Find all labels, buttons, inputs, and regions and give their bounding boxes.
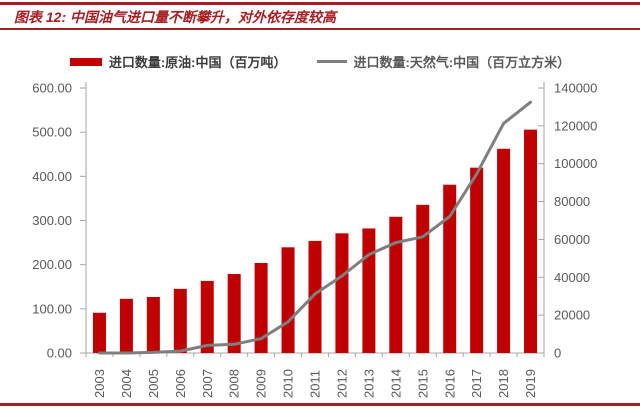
right-axis-tick-label: 120000 — [554, 118, 597, 133]
x-axis-label-2015: 2015 — [415, 369, 430, 398]
x-axis-label-2010: 2010 — [281, 369, 296, 398]
oil-gas-import-combo-chart: 0.00 100.00 200.00 300.00 400.00 500.00 600.00… — [32, 81, 597, 399]
x-axis-label-2008: 2008 — [227, 369, 242, 398]
left-axis-tick-label: 500.00 — [32, 125, 72, 140]
legend-item-natural-gas: 进口数量:天然气:中国（百万立方米） — [316, 52, 571, 71]
crude-oil-bar-swatch-icon — [69, 57, 102, 66]
crude-oil-bar-2005 — [146, 296, 160, 353]
x-axis-label-2003: 2003 — [92, 369, 107, 398]
x-axis-label-2011: 2011 — [308, 370, 323, 398]
x-axis-label-2018: 2018 — [496, 369, 511, 398]
crude-oil-bar-2007 — [200, 280, 214, 353]
header-bottom-rule — [0, 28, 640, 30]
legend-label-crude-oil: 进口数量:原油:中国（百万吨） — [108, 55, 287, 70]
crude-oil-bar-2010 — [281, 247, 295, 353]
left-axis-tick-label: 200.00 — [32, 257, 72, 272]
crude-oil-bar-2009 — [254, 262, 268, 353]
right-axis-tick-label: 40000 — [554, 270, 590, 285]
natural-gas-line — [97, 100, 533, 355]
crude-oil-bar-2003 — [92, 312, 106, 353]
crude-oil-bar-2013 — [362, 228, 376, 353]
crude-oil-bar-2014 — [389, 216, 403, 353]
crude-oil-bar-2008 — [227, 273, 241, 353]
right-axis-tick-label: 60000 — [554, 232, 590, 247]
x-axis-label-2017: 2017 — [469, 369, 484, 398]
footer-rule — [0, 403, 640, 406]
left-axis-tick-label: 400.00 — [32, 169, 72, 184]
crude-oil-bar-2004 — [119, 298, 133, 353]
x-axis-label-2007: 2007 — [200, 369, 215, 398]
right-axis-tick-label: 0 — [554, 346, 561, 361]
right-axis-tick-label: 140000 — [554, 81, 597, 96]
right-axis-tick-label: 20000 — [554, 308, 590, 323]
chart-legend: 进口数量:原油:中国（百万吨） 进口数量:天然气:中国（百万立方米） — [0, 52, 640, 71]
legend-item-crude-oil: 进口数量:原油:中国（百万吨） — [69, 52, 287, 71]
natural-gas-line-swatch-icon — [316, 60, 347, 63]
x-axis-label-2009: 2009 — [254, 369, 269, 398]
x-axis-label-2006: 2006 — [173, 369, 188, 398]
x-axis-label-2019: 2019 — [523, 369, 538, 398]
left-axis-tick-label: 100.00 — [32, 301, 72, 316]
crude-oil-bar-2011 — [308, 240, 322, 353]
header-top-rule — [0, 2, 640, 5]
legend-label-natural-gas: 进口数量:天然气:中国（百万立方米） — [353, 55, 571, 70]
crude-oil-bar-2012 — [335, 233, 349, 353]
left-axis-tick-label: 0.00 — [47, 346, 72, 361]
crude-oil-bar-2006 — [173, 288, 187, 353]
x-axis-label-2004: 2004 — [119, 369, 134, 398]
right-axis-tick-label: 100000 — [554, 156, 597, 171]
figure-title: 图表 12: 中国油气进口量不断攀升，对外依存度较高 — [14, 9, 337, 25]
x-axis-label-2016: 2016 — [442, 369, 457, 398]
crude-oil-bar-2019 — [524, 129, 538, 353]
crude-oil-bar-2015 — [416, 204, 430, 353]
x-axis-label-2005: 2005 — [146, 369, 161, 398]
left-axis-tick-label: 600.00 — [32, 81, 72, 96]
left-axis-tick-label: 300.00 — [32, 213, 72, 228]
x-axis-label-2012: 2012 — [334, 369, 349, 398]
crude-oil-bar-2017 — [470, 167, 484, 353]
right-axis-tick-label: 80000 — [554, 194, 590, 209]
crude-oil-bar-2018 — [497, 148, 511, 353]
crude-oil-bar-2016 — [443, 184, 457, 353]
x-axis-label-2014: 2014 — [388, 369, 403, 398]
x-axis-label-2013: 2013 — [361, 369, 376, 398]
